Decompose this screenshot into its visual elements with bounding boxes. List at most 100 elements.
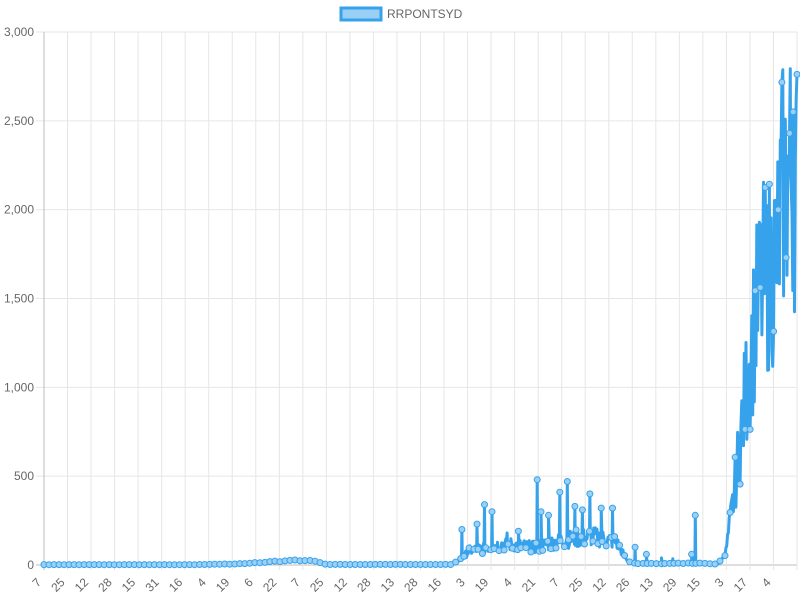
data-point[interactable] bbox=[556, 488, 564, 496]
data-point[interactable] bbox=[552, 544, 560, 552]
data-point[interactable] bbox=[478, 550, 486, 557]
data-point[interactable] bbox=[578, 506, 586, 514]
data-point[interactable] bbox=[756, 284, 764, 292]
data-point[interactable] bbox=[770, 327, 778, 335]
x-tick-label: 31 bbox=[142, 575, 162, 595]
data-point[interactable] bbox=[716, 557, 724, 565]
x-tick-label: 15 bbox=[119, 575, 139, 595]
data-point[interactable] bbox=[458, 526, 466, 533]
data-point[interactable] bbox=[602, 542, 610, 550]
data-point[interactable] bbox=[616, 541, 624, 549]
data-point[interactable] bbox=[571, 502, 579, 510]
x-tick-label: 7 bbox=[288, 575, 303, 590]
data-point[interactable] bbox=[782, 254, 790, 262]
x-tick-label: 12 bbox=[331, 575, 351, 595]
data-point[interactable] bbox=[545, 511, 552, 519]
x-tick-label: 12 bbox=[590, 575, 610, 595]
chart-grid bbox=[36, 31, 798, 570]
data-point[interactable] bbox=[572, 526, 580, 534]
data-point[interactable] bbox=[504, 540, 512, 548]
x-tick-label: 15 bbox=[684, 575, 704, 595]
y-tick-label: 1,000 bbox=[4, 380, 34, 394]
data-point[interactable] bbox=[539, 546, 547, 554]
x-tick-label: 28 bbox=[95, 575, 115, 595]
y-tick-label: 1,500 bbox=[4, 292, 34, 306]
data-point[interactable] bbox=[751, 287, 759, 295]
data-point[interactable] bbox=[514, 527, 522, 535]
data-point[interactable] bbox=[642, 550, 650, 558]
data-point[interactable] bbox=[598, 538, 606, 545]
data-point[interactable] bbox=[527, 548, 535, 556]
data-point[interactable] bbox=[786, 129, 793, 137]
data-point[interactable] bbox=[691, 511, 699, 519]
data-point[interactable] bbox=[586, 490, 594, 498]
legend-swatch[interactable] bbox=[339, 6, 383, 22]
legend[interactable]: RRPONTSYD bbox=[339, 6, 463, 22]
data-point[interactable] bbox=[556, 537, 564, 545]
legend-label[interactable]: RRPONTSYD bbox=[387, 7, 463, 21]
x-tick-label: 6 bbox=[241, 575, 256, 590]
data-point[interactable] bbox=[688, 550, 696, 558]
y-tick-label: 3,000 bbox=[4, 25, 34, 39]
data-point[interactable] bbox=[452, 558, 460, 566]
x-tick-label: 29 bbox=[660, 575, 680, 595]
data-point[interactable] bbox=[460, 552, 468, 560]
x-tick-label: 19 bbox=[472, 575, 492, 595]
x-tick-label: 12 bbox=[72, 575, 92, 595]
data-point[interactable] bbox=[537, 508, 545, 516]
x-tick-label: 16 bbox=[166, 575, 186, 595]
data-point[interactable] bbox=[778, 78, 786, 86]
data-point[interactable] bbox=[621, 552, 629, 559]
y-tick-label: 2,000 bbox=[4, 203, 34, 217]
x-tick-label: 26 bbox=[613, 575, 633, 595]
data-point[interactable] bbox=[774, 206, 782, 214]
x-tick-label: 25 bbox=[566, 575, 586, 595]
data-point[interactable] bbox=[577, 533, 585, 541]
data-point[interactable] bbox=[473, 520, 481, 528]
data-point[interactable] bbox=[532, 539, 540, 547]
x-tick-label: 3 bbox=[712, 575, 727, 590]
x-tick-label: 4 bbox=[759, 575, 774, 590]
x-axis-ticks: 7 25 12 28 15 31 16 4 19 6 22 7 25 12 28 13 28 16 3 19 4 21 7 2… bbox=[29, 575, 773, 595]
x-tick-label: 4 bbox=[500, 575, 515, 590]
x-tick-label: 7 bbox=[29, 575, 44, 590]
data-point[interactable] bbox=[765, 180, 773, 188]
data-point[interactable] bbox=[736, 480, 744, 488]
x-tick-label: 16 bbox=[425, 575, 445, 595]
y-tick-label: 0 bbox=[27, 558, 34, 572]
data-point[interactable] bbox=[544, 537, 552, 545]
data-point[interactable] bbox=[586, 527, 593, 535]
x-tick-label: 17 bbox=[731, 575, 751, 595]
x-tick-label: 13 bbox=[637, 575, 657, 595]
data-point[interactable] bbox=[793, 70, 800, 78]
x-tick-label: 22 bbox=[260, 575, 280, 595]
data-point[interactable] bbox=[597, 504, 605, 512]
data-point[interactable] bbox=[746, 425, 754, 433]
x-tick-label: 4 bbox=[194, 575, 209, 590]
data-point[interactable] bbox=[631, 543, 639, 551]
data-point[interactable] bbox=[500, 546, 508, 554]
data-point[interactable] bbox=[522, 544, 530, 552]
data-point[interactable] bbox=[474, 545, 482, 553]
data-point[interactable] bbox=[563, 478, 571, 485]
data-point[interactable] bbox=[789, 108, 797, 116]
data-point[interactable] bbox=[726, 509, 734, 516]
x-tick-label: 25 bbox=[48, 575, 68, 595]
data-point[interactable] bbox=[731, 453, 739, 461]
data-point[interactable] bbox=[609, 504, 616, 512]
x-tick-label: 13 bbox=[378, 575, 398, 595]
data-point[interactable] bbox=[611, 533, 619, 541]
data-point[interactable] bbox=[711, 560, 719, 568]
x-tick-label: 7 bbox=[547, 575, 562, 590]
x-tick-label: 28 bbox=[401, 575, 421, 595]
data-point[interactable] bbox=[721, 552, 729, 560]
data-point[interactable] bbox=[560, 543, 568, 551]
data-point[interactable] bbox=[533, 476, 541, 484]
y-tick-label: 500 bbox=[14, 469, 34, 483]
data-point[interactable] bbox=[488, 508, 496, 516]
data-point[interactable] bbox=[581, 540, 588, 548]
data-point[interactable] bbox=[481, 501, 488, 509]
data-point[interactable] bbox=[569, 532, 577, 540]
y-tick-label: 2,500 bbox=[4, 114, 34, 128]
